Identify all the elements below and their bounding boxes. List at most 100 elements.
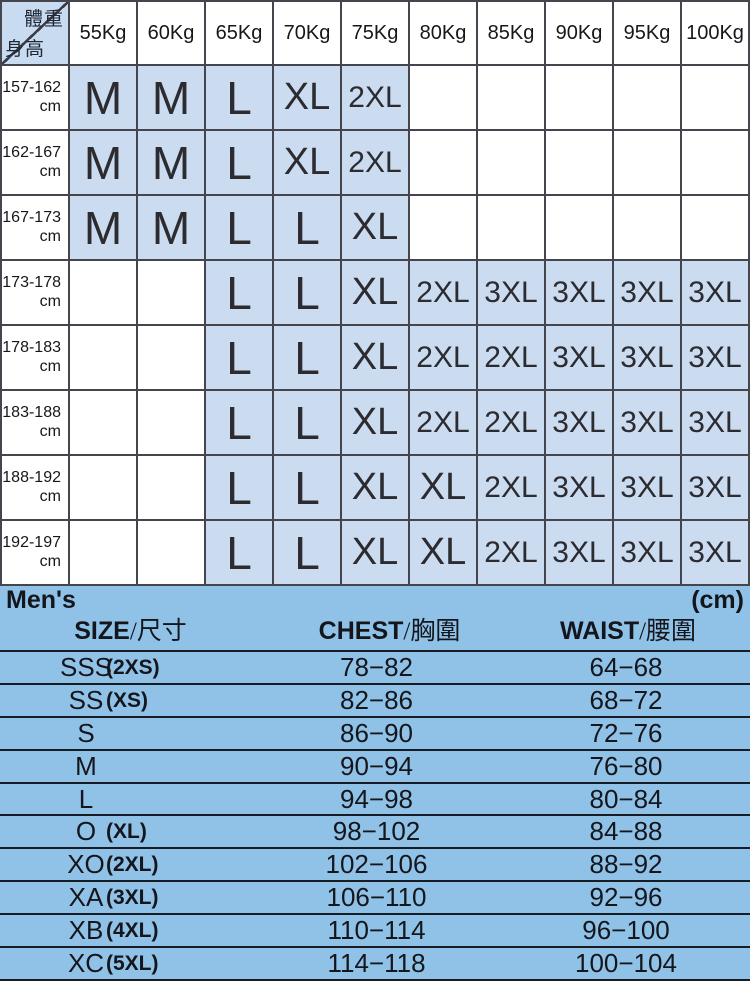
height-unit: cm (39, 552, 61, 570)
size-alt-label: (3XL) (106, 886, 159, 910)
weight-header-cell: 80Kg (410, 2, 478, 66)
size-cell (478, 196, 546, 261)
size-cell: 3XL (682, 456, 750, 521)
height-unit: cm (39, 227, 61, 245)
weight-corner-label: 體重 (23, 9, 64, 30)
size-label: XO (67, 849, 105, 880)
size-cell (410, 196, 478, 261)
size-cell: 3XL (546, 456, 614, 521)
waist-value: 64−68 (589, 652, 663, 682)
weight-header-cell: 95Kg (614, 2, 682, 66)
waist-value: 100−104 (575, 948, 677, 979)
waist-value: 96−100 (582, 915, 670, 946)
size-cell: 2XL (342, 66, 410, 131)
size-cell: 3XL (546, 391, 614, 456)
size-cell: 3XL (546, 261, 614, 326)
size-cell: XL (342, 261, 410, 326)
chest-value: 78−82 (339, 652, 414, 682)
weight-header-cell: 65Kg (206, 2, 274, 66)
size-cell (614, 66, 682, 131)
size-cell: 3XL (614, 521, 682, 586)
table-row: XB (4XL) 110−114 96−100 (0, 915, 750, 949)
size-cell: XL (410, 456, 478, 521)
size-cell: M (70, 66, 138, 131)
size-cell: XL (342, 391, 410, 456)
size-alt-label: (XL) (106, 820, 147, 844)
size-label: XC (67, 948, 105, 979)
unit-label: (cm) (691, 586, 744, 614)
size-cell: 3XL (478, 261, 546, 326)
size-label: XA (68, 882, 104, 913)
size-cell: M (138, 131, 206, 196)
waist-value: 88−92 (589, 849, 663, 880)
size-cell: L (274, 326, 342, 391)
mens-table-rows: SSS (2XS) 78−82 64−68 SS (XS) 82−86 68−72 S 86−90… (0, 652, 750, 981)
size-cell: XL (342, 456, 410, 521)
weight-header-cell: 85Kg (478, 2, 546, 66)
size-cell (614, 196, 682, 261)
chest-value: 82−86 (339, 684, 414, 715)
column-header-en: CHEST (318, 617, 404, 645)
height-unit: cm (39, 487, 61, 505)
size-cell: L (206, 196, 274, 261)
column-header-chest: CHEST/胸圍 (282, 613, 497, 650)
chest-value: 86−90 (339, 717, 414, 748)
size-cell (546, 131, 614, 196)
height-label-cell: 162-167 cm (2, 131, 70, 196)
size-cell (138, 391, 206, 456)
height-range: 183-188 (2, 403, 61, 421)
height-weight-size-grid: 體重 身高 55Kg 60Kg 65Kg 70Kg 75Kg 80Kg 85Kg 90Kg 95Kg… (0, 0, 750, 586)
height-range: 173-178 (2, 273, 61, 291)
size-label: L (78, 783, 94, 814)
height-label-cell: 192-197 cm (2, 521, 70, 586)
size-cell: XL (342, 326, 410, 391)
height-unit: cm (39, 162, 61, 180)
height-label-cell: 157-162 cm (2, 66, 70, 131)
column-header-en: SIZE (74, 617, 130, 645)
size-cell (70, 261, 138, 326)
size-cell: 2XL (478, 456, 546, 521)
height-label-cell: 173-178 cm (2, 261, 70, 326)
height-unit: cm (39, 97, 61, 115)
size-cell: XL (342, 521, 410, 586)
column-header-zh: /尺寸 (129, 618, 187, 645)
size-alt-label: (4XL) (106, 919, 159, 943)
size-cell: 3XL (546, 521, 614, 586)
size-label: SSS (59, 652, 113, 682)
size-cell (478, 66, 546, 131)
size-cell: L (206, 456, 274, 521)
size-label: O (75, 816, 97, 847)
size-cell: L (274, 456, 342, 521)
size-cell: 3XL (682, 391, 750, 456)
table-row: M 90−94 76−80 (0, 751, 750, 784)
size-cell (410, 131, 478, 196)
height-unit: cm (39, 357, 61, 375)
chest-value: 94−98 (339, 783, 414, 814)
size-alt-label: (5XL) (106, 952, 159, 976)
column-header-zh: /胸圍 (403, 618, 461, 645)
waist-value: 80−84 (589, 783, 663, 814)
waist-value: 76−80 (589, 750, 663, 781)
size-cell: 3XL (682, 521, 750, 586)
table-row: XC (5XL) 114−118 100−104 (0, 948, 750, 981)
height-range: 178-183 (2, 338, 61, 356)
height-label-cell: 183-188 cm (2, 391, 70, 456)
table-row: O (XL) 98−102 84−88 (0, 816, 750, 850)
height-unit: cm (39, 292, 61, 310)
height-range: 162-167 (2, 143, 61, 161)
size-cell (614, 131, 682, 196)
chest-value: 102−106 (325, 849, 428, 880)
size-cell: L (206, 326, 274, 391)
column-header-en: WAIST (559, 617, 640, 645)
height-range: 192-197 (2, 533, 61, 551)
height-range: 157-162 (2, 78, 61, 96)
mens-title: Men's (6, 586, 76, 614)
weight-header-cell: 55Kg (70, 2, 138, 66)
size-cell (546, 196, 614, 261)
size-cell (682, 196, 750, 261)
size-cell: L (274, 261, 342, 326)
size-cell: 2XL (410, 391, 478, 456)
size-cell (682, 66, 750, 131)
size-cell: L (206, 391, 274, 456)
